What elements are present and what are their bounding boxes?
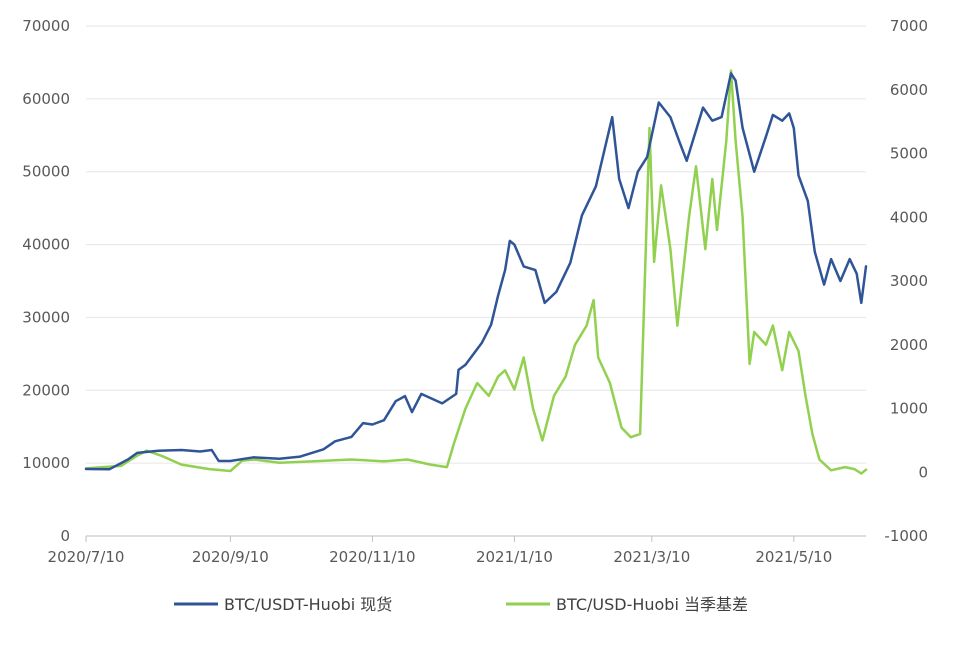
left-tick-label: 40000	[22, 236, 70, 254]
left-axis-ticks: 0 10000 20000 30000 40000 50000 60000 70000	[22, 17, 70, 545]
right-tick-label: 1000	[890, 400, 928, 418]
x-tick-label: 2020/7/10	[48, 548, 125, 566]
x-tick-label: 2021/5/10	[755, 548, 832, 566]
gridlines	[86, 25, 866, 464]
series-line-basis	[84, 69, 868, 475]
legend-label-basis: BTC/USD-Huobi 当季基差	[556, 595, 748, 614]
legend-label-spot: BTC/USDT-Huobi 现货	[224, 595, 392, 614]
right-tick-label: 6000	[890, 81, 928, 99]
left-tick-label: 60000	[22, 90, 70, 108]
right-tick-label: 2000	[890, 336, 928, 354]
right-tick-label: 5000	[890, 145, 928, 163]
x-tick-label: 2021/3/10	[613, 548, 690, 566]
left-tick-label: 10000	[22, 454, 70, 472]
x-tick-label: 2020/9/10	[192, 548, 269, 566]
right-tick-label: 4000	[890, 208, 928, 226]
series-lines	[84, 69, 868, 475]
x-tick-label: 2021/1/10	[476, 548, 553, 566]
right-tick-label: 0	[918, 463, 928, 481]
legend: BTC/USDT-Huobi 现货 BTC/USD-Huobi 当季基差	[174, 595, 748, 614]
right-tick-label: -1000	[884, 527, 928, 545]
series-line-spot	[84, 72, 868, 471]
right-axis-ticks: -1000 0 1000 2000 3000 4000 5000 6000 7000	[884, 17, 928, 545]
x-axis-ticks: 2020/7/10 2020/9/10 2020/11/10 2021/1/10 202…	[48, 535, 866, 566]
left-tick-label: 70000	[22, 17, 70, 35]
left-tick-label: 20000	[22, 381, 70, 399]
right-tick-label: 3000	[890, 272, 928, 290]
right-tick-label: 7000	[890, 17, 928, 35]
left-tick-label: 50000	[22, 163, 70, 181]
x-tick-label: 2020/11/10	[329, 548, 415, 566]
left-tick-label: 0	[60, 527, 70, 545]
left-tick-label: 30000	[22, 308, 70, 326]
